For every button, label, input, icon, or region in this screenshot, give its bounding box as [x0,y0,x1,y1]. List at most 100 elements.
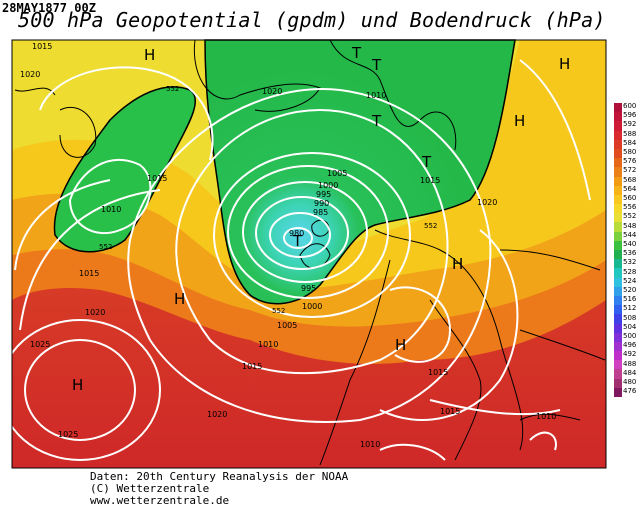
colorbar-swatch [614,341,622,352]
colorbar-swatch [614,158,622,168]
high-pressure-marker: H [144,46,155,64]
isobar-label: 1015 [147,174,167,183]
colorbar-label: 592 [623,120,637,129]
colorbar-label: 496 [623,341,637,350]
colorbar-swatch [614,139,622,149]
colorbar-swatch [614,103,622,113]
colorbar-swatch [614,176,622,186]
colorbar-swatch [614,295,622,306]
colorbar-label: 596 [623,111,637,120]
low-pressure-marker: T [351,44,362,62]
coastlines [14,39,606,466]
colorbar-label: 532 [623,258,637,267]
map-frame [11,39,607,469]
isobar-label: 1015 [428,368,448,377]
isobar-label: 1005 [277,321,297,330]
colorbar-swatch [614,369,622,379]
colorbar-label: 544 [623,230,637,239]
colorbar-swatch [614,323,622,333]
high-pressure-marker: H [395,336,406,354]
colorbar-label: 484 [623,368,637,377]
colorbar-swatch [614,194,622,205]
isobar-label: 1015 [440,407,460,416]
high-pressure-marker: H [72,376,83,394]
colorbar-label: 572 [623,166,637,175]
credit-line: (C) Wetterzentrale [90,482,210,495]
isobar-label: 1025 [30,340,50,349]
colorbar-label: 480 [623,378,637,386]
colorbar-swatch [614,314,622,324]
geopotential-label: 552 [99,243,112,251]
colorbar-swatch [614,360,622,370]
low-pressure-marker: T [421,153,432,171]
isobar-label: 995 [301,284,316,293]
colorbar: 600 596 592 588 584 580 576 572 568 564 560 556 552 5… [612,102,640,403]
colorbar-label: 504 [623,322,637,331]
isobar-label: 1010 [366,91,386,100]
colorbar-label: 500 [623,332,637,340]
isobar-label: 1010 [101,205,121,214]
field-green-main [204,39,516,305]
colorbar-swatch [614,332,622,342]
high-pressure-marker: H [514,112,525,130]
colorbar-label: 568 [623,175,637,184]
credit-line: Daten: 20th Century Reanalysis der NOAA [90,470,349,483]
isobar-label: 985 [313,208,328,217]
isobar-label: 1000 [318,181,338,190]
isobar-label: 1015 [242,362,262,371]
low-pressure-marker: T [371,56,382,74]
colorbar-label: 488 [623,359,637,368]
colorbar-label: 540 [623,240,637,248]
colorbar-swatch [614,277,622,287]
isobar-label: 980 [289,229,304,238]
geopotential-label: 552 [424,222,437,230]
colorbar-label: 564 [623,184,637,193]
colorbar-swatch [614,250,622,260]
colorbar-label: 584 [623,138,637,147]
isobar-label: 995 [316,190,331,199]
colorbar-swatch [614,240,622,250]
colorbar-label: 476 [623,387,637,396]
isobar-label: 1015 [32,42,52,51]
isobar-label: 1015 [420,176,440,185]
isobars [0,59,591,461]
colorbar-swatch [614,130,622,140]
isobar-label: 1025 [58,430,78,439]
geopotential-label: 552 [272,307,285,315]
colorbar-label: 524 [623,276,637,285]
colorbar-label: 512 [623,304,637,313]
colorbar-label: 520 [623,286,637,294]
credits: Daten: 20th Century Reanalysis der NOAA … [90,471,348,507]
colorbar-label: 516 [623,295,637,304]
colorbar-label: 552 [623,212,637,221]
colorbar-swatch [614,222,622,232]
credit-line: www.wetterzentrale.de [90,494,230,507]
page-title: 500 hPa Geopotential (gpdm) und Bodendru… [18,8,606,32]
colorbar-label: 548 [623,221,637,230]
colorbar-label: 536 [623,249,637,258]
colorbar-swatch [614,259,622,269]
colorbar-swatch [614,213,622,223]
colorbar-label: 600 [623,102,637,110]
geopotential-label: 552 [166,85,179,93]
colorbar-swatch [614,387,622,397]
colorbar-swatch [614,167,622,177]
colorbar-swatch [614,121,622,131]
isobar-label: 1005 [327,169,347,178]
high-pressure-marker: H [559,55,570,73]
isobar-label: 1020 [477,198,497,207]
colorbar-label: 556 [623,203,637,212]
isobar-label: 1020 [262,87,282,96]
isobar-label: 1010 [258,340,278,349]
high-pressure-marker: H [174,290,185,308]
colorbar-swatch [614,112,622,122]
isobar-label: 1010 [536,412,556,421]
isobar-label: 1000 [302,302,322,311]
isobar-label: 1010 [360,440,380,449]
colorbar-label: 560 [623,194,637,202]
low-pressure-marker: T [292,232,303,250]
colorbar-swatch [614,148,622,159]
isobar-label: 990 [314,199,329,208]
isobar-label: 1020 [207,410,227,419]
